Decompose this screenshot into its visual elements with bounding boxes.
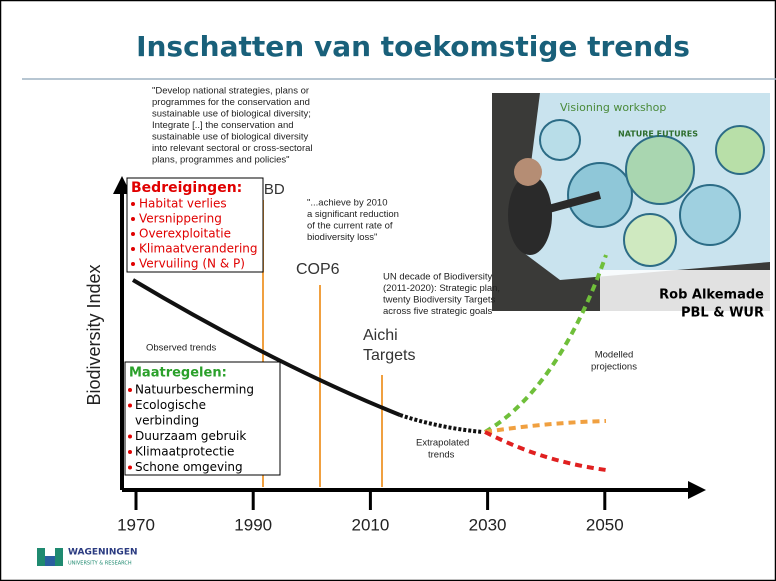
projection-green [483, 254, 608, 434]
measure-item: Natuurbescherming [135, 383, 254, 397]
threat-item: Vervuiling (N & P) [139, 257, 245, 271]
measure-item: Schone omgeving [135, 460, 243, 474]
x-tick-label: 2030 [469, 515, 507, 534]
measure-item: verbinding [135, 414, 199, 428]
bullet [131, 217, 135, 221]
projection-red [484, 430, 607, 472]
measure-item: Klimaatprotectie [135, 445, 234, 459]
title: Inschatten van toekomstige trends [136, 30, 690, 63]
photo-screen-title: Visioning workshop [560, 101, 666, 114]
bullet [128, 450, 132, 454]
logo-name: WAGENINGEN [68, 548, 138, 558]
x-tick-label: 2010 [351, 515, 389, 534]
extrapolated-curve [399, 413, 484, 434]
logo-sub: UNIVERSITY & RESEARCH [68, 561, 132, 567]
measures-heading: Maatregelen: [129, 366, 227, 381]
quote-line: "...achieve by 2010 [307, 198, 387, 209]
quote-line: UN decade of Biodiversity [383, 272, 493, 283]
photo-screen-logo: NATURE FUTURES [618, 130, 698, 139]
quote-line: Integrate [..] the conservation and [152, 120, 294, 131]
quote-line: biodiversity loss" [307, 232, 377, 243]
x-tick-label: 1970 [117, 515, 155, 534]
milestone-label: Targets [363, 347, 415, 364]
observed-curve [131, 278, 401, 417]
quote-line: programmes for the conservation and [152, 97, 310, 108]
bullet [128, 388, 132, 392]
bullet [131, 232, 135, 236]
measures-box [124, 361, 281, 476]
curve-label: Modelled [595, 350, 634, 361]
bullet [128, 434, 132, 439]
bullet [131, 262, 135, 266]
milestone-label: COP6 [296, 261, 340, 278]
x-axis-arrow [688, 481, 706, 499]
bullet [128, 403, 132, 408]
threat-item: Overexploitatie [139, 227, 231, 241]
quote-line: sustainable use of biological diversity [152, 132, 309, 143]
quote-line: of the current rate of [307, 221, 393, 232]
measure-item: Duurzaam gebruik [135, 429, 246, 443]
photo-caption: Rob Alkemade [659, 288, 764, 303]
quote-line: a significant reduction [307, 209, 399, 220]
bullet [128, 465, 132, 470]
curve-label: Extrapolated [416, 438, 469, 449]
quote-line: twenty Biodiversity Targets [383, 295, 496, 306]
photo-caption: PBL & WUR [681, 306, 764, 321]
curve-label: Observed trends [146, 343, 216, 354]
curve-label: projections [591, 362, 637, 373]
threats-heading: Bedreigingen: [131, 180, 242, 196]
threats-box [126, 177, 264, 273]
curve-label: trends [428, 450, 455, 461]
projection-orange [484, 419, 607, 434]
x-tick-label: 1990 [234, 515, 272, 534]
x-tick-label: 2050 [586, 515, 624, 534]
quote-line: "Develop national strategies, plans or [152, 86, 309, 97]
bullet [131, 247, 135, 251]
quote-line: into relevant sectoral or cross-sectoral [152, 143, 313, 154]
quote-line: (2011-2020): Strategic plan, [383, 283, 500, 294]
logo: WAGENINGEN UNIVERSITY & RESEARCH [37, 548, 138, 567]
quote-line: sustainable use of biological diversity; [152, 109, 311, 120]
threat-item: Klimaatverandering [139, 242, 258, 256]
quote-line: plans, programmes and policies" [152, 155, 290, 166]
threat-item: Habitat verlies [139, 197, 227, 211]
y-axis-label: Biodiversity Index [84, 264, 104, 405]
bullet [131, 202, 135, 206]
measure-item: Ecologische [135, 398, 206, 412]
quote-line: across five strategic goals [383, 306, 493, 317]
milestone-label: Aichi [363, 327, 398, 344]
threat-item: Versnippering [139, 212, 222, 226]
photo: Visioning workshop NATURE FUTURES [492, 93, 770, 311]
